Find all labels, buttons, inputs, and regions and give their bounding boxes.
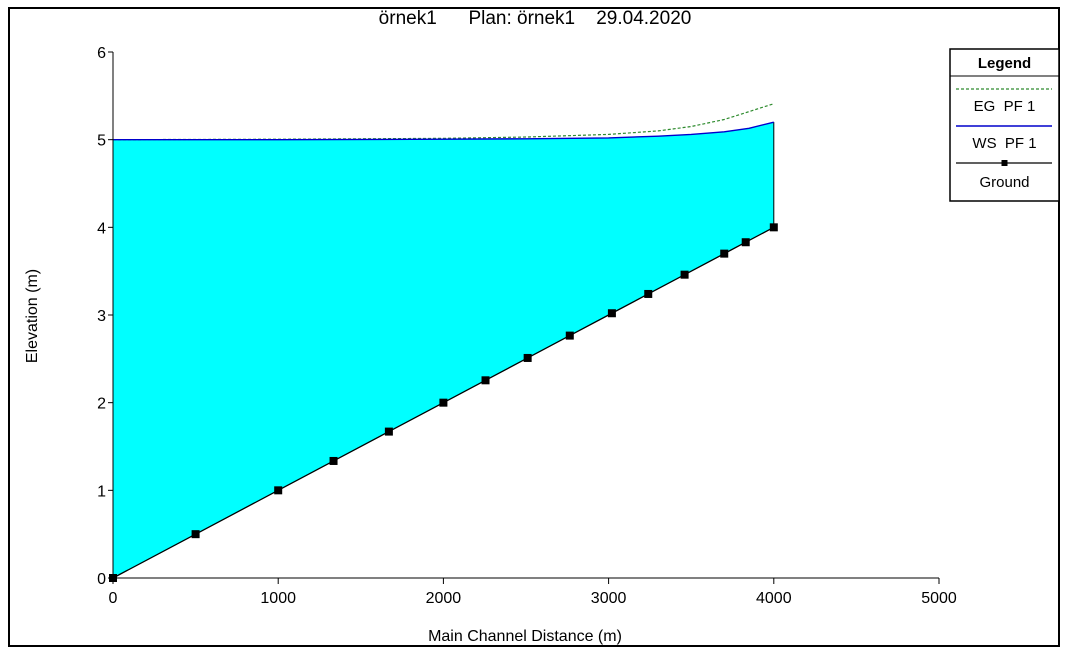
legend-label-eg: EG PF 1: [974, 98, 1036, 115]
chart-title: örnek1 Plan: örnek1 29.04.2020: [378, 8, 692, 29]
ground-point-marker: [481, 376, 490, 385]
ground-point-marker: [680, 270, 689, 279]
ground-point-marker: [329, 456, 338, 465]
ground-point-marker: [607, 309, 616, 318]
legend-box: [949, 48, 1060, 202]
x-axis-title: Main Channel Distance (m): [428, 628, 622, 645]
x-tick-label: 2000: [426, 590, 462, 607]
legend-swatch-ground-marker: [1001, 160, 1008, 166]
y-tick-label: 1: [97, 483, 106, 500]
plot-area: [109, 103, 778, 582]
y-tick-label: 0: [97, 571, 106, 588]
ground-point-marker: [274, 486, 283, 495]
y-tick-label: 4: [97, 220, 106, 237]
axes: 0 1 2 3 4 5 6 0 1000 2000 3000 4000 5000: [97, 45, 957, 607]
x-tick-label: 4000: [756, 590, 792, 607]
x-tick-label: 0: [109, 590, 118, 607]
y-tick-label: 3: [97, 308, 106, 325]
ground-point-marker: [720, 249, 729, 258]
ground-point-marker: [644, 289, 653, 298]
ground-point-marker: [769, 223, 778, 232]
legend-title: Legend: [978, 55, 1031, 72]
series-line-ws: [113, 121, 774, 141]
water-fill: [113, 122, 774, 578]
ground-point-marker: [384, 427, 393, 436]
legend: Legend EG PF 1 WS PF 1 Ground: [949, 48, 1060, 202]
y-axis-title: Elevation (m): [24, 269, 41, 363]
x-tick-label: 3000: [591, 590, 627, 607]
x-tick-label: 1000: [260, 590, 296, 607]
ground-point-marker: [191, 530, 200, 539]
ground-point-marker: [439, 398, 448, 407]
ground-point-marker: [741, 238, 750, 247]
ground-point-marker: [565, 331, 574, 340]
y-tick-label: 6: [97, 45, 106, 62]
series-line-eg: [112, 103, 774, 141]
legend-label-ws: WS PF 1: [972, 135, 1036, 152]
y-tick-label: 2: [97, 396, 106, 413]
legend-label-ground: Ground: [979, 174, 1029, 191]
ground-point-marker: [523, 353, 532, 362]
y-tick-label: 5: [97, 133, 106, 150]
x-tick-label: 5000: [921, 590, 957, 607]
